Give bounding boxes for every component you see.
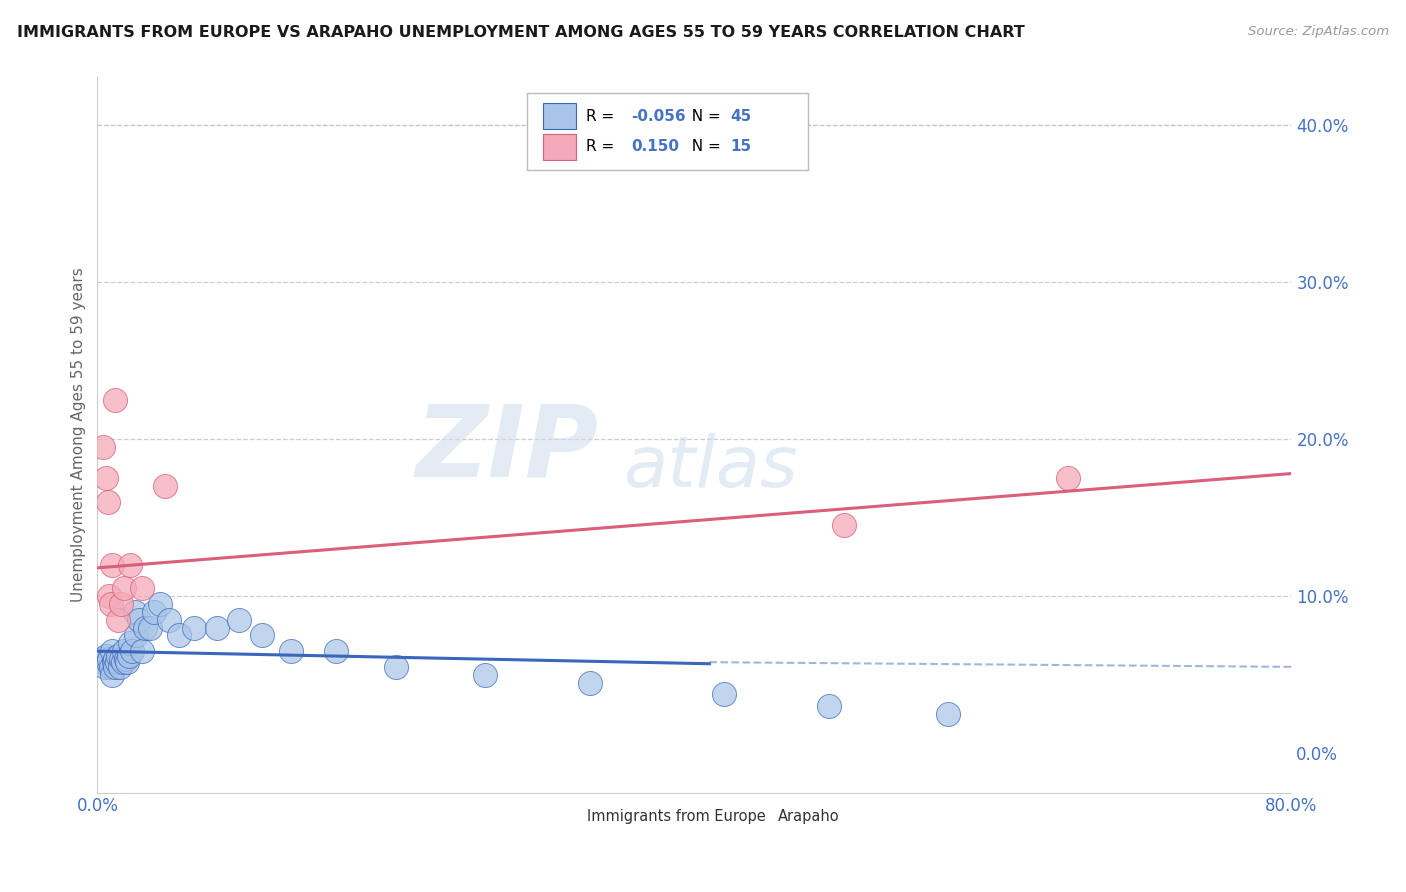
Text: -0.056: -0.056 xyxy=(631,109,686,124)
Point xyxy=(936,706,959,721)
Point xyxy=(131,582,153,596)
Point xyxy=(121,644,143,658)
Point xyxy=(107,613,129,627)
Point xyxy=(205,621,228,635)
Text: 45: 45 xyxy=(730,109,751,124)
Text: atlas: atlas xyxy=(623,433,797,501)
Point xyxy=(112,582,135,596)
Point xyxy=(110,597,132,611)
Point xyxy=(474,667,496,681)
Point xyxy=(105,655,128,669)
Text: N =: N = xyxy=(682,139,725,154)
Text: Source: ZipAtlas.com: Source: ZipAtlas.com xyxy=(1249,25,1389,38)
Point xyxy=(138,621,160,635)
Point xyxy=(96,648,118,663)
Y-axis label: Unemployment Among Ages 55 to 59 years: Unemployment Among Ages 55 to 59 years xyxy=(72,268,86,602)
Text: Arapaho: Arapaho xyxy=(778,809,839,824)
Point xyxy=(91,440,114,454)
Point xyxy=(183,621,205,635)
Point xyxy=(101,644,124,658)
Point xyxy=(280,644,302,658)
Text: ZIP: ZIP xyxy=(416,401,599,498)
Point xyxy=(98,652,121,666)
Point xyxy=(120,558,142,572)
Bar xyxy=(543,103,576,129)
Text: IMMIGRANTS FROM EUROPE VS ARAPAHO UNEMPLOYMENT AMONG AGES 55 TO 59 YEARS CORRELA: IMMIGRANTS FROM EUROPE VS ARAPAHO UNEMPL… xyxy=(17,25,1025,40)
Point xyxy=(118,648,141,663)
Point xyxy=(579,675,602,690)
Point xyxy=(228,613,250,627)
Text: 0.150: 0.150 xyxy=(631,139,679,154)
Point xyxy=(100,660,122,674)
Point xyxy=(114,652,136,666)
Point xyxy=(110,652,132,666)
Point xyxy=(90,652,112,666)
Point xyxy=(143,605,166,619)
Point xyxy=(94,660,117,674)
Point xyxy=(96,471,118,485)
Point xyxy=(101,667,124,681)
FancyBboxPatch shape xyxy=(527,93,808,170)
Point xyxy=(91,655,114,669)
Point xyxy=(115,655,138,669)
Text: N =: N = xyxy=(682,109,725,124)
Point xyxy=(325,644,347,658)
Point xyxy=(124,605,146,619)
Point xyxy=(97,655,120,669)
Point xyxy=(97,495,120,509)
Point xyxy=(149,597,172,611)
Point xyxy=(157,613,180,627)
Text: Immigrants from Europe: Immigrants from Europe xyxy=(586,809,766,824)
Point xyxy=(125,628,148,642)
Text: 15: 15 xyxy=(730,139,751,154)
Point xyxy=(153,479,176,493)
Point xyxy=(832,518,855,533)
Point xyxy=(250,628,273,642)
Point xyxy=(100,597,122,611)
Text: R =: R = xyxy=(586,109,619,124)
Point xyxy=(169,628,191,642)
Point xyxy=(1056,471,1078,485)
Point xyxy=(103,655,125,669)
Point xyxy=(131,644,153,658)
Bar xyxy=(543,134,576,160)
Point xyxy=(98,589,121,603)
Point xyxy=(817,699,839,714)
Point xyxy=(104,652,127,666)
Point xyxy=(111,655,134,669)
Point xyxy=(120,636,142,650)
Bar xyxy=(748,807,772,826)
Point xyxy=(112,644,135,658)
Bar xyxy=(557,807,581,826)
Point xyxy=(134,621,156,635)
Text: R =: R = xyxy=(586,139,619,154)
Point xyxy=(385,660,408,674)
Point xyxy=(104,392,127,407)
Point xyxy=(108,660,131,674)
Point xyxy=(104,660,127,674)
Point xyxy=(128,613,150,627)
Point xyxy=(107,648,129,663)
Point xyxy=(101,558,124,572)
Point xyxy=(713,687,735,701)
